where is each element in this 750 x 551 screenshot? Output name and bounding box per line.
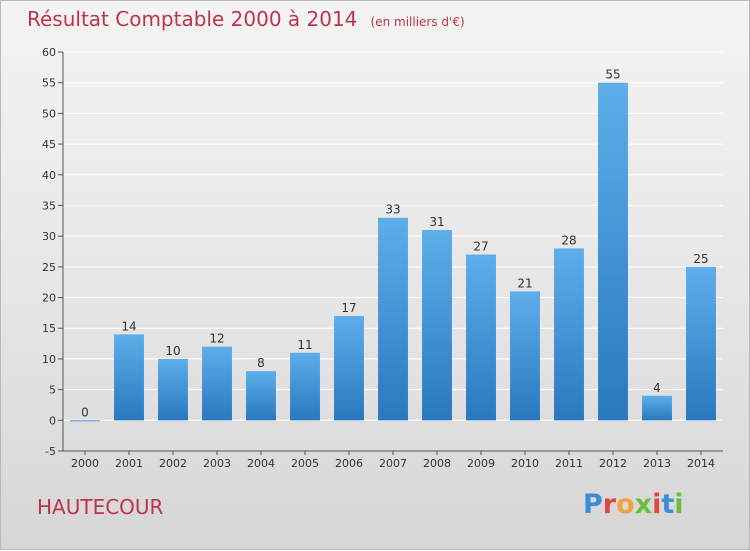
y-tick-label: 35 — [42, 199, 56, 212]
y-tick-label: 55 — [42, 77, 56, 90]
bar-2006 — [334, 315, 364, 421]
bar-2009 — [466, 254, 496, 421]
bar-2007 — [378, 217, 408, 421]
data-label-2006: 17 — [341, 301, 356, 315]
y-tick-label: 50 — [42, 107, 56, 120]
data-label-2014: 25 — [693, 252, 708, 266]
x-tick-label-2013: 2013 — [643, 457, 671, 470]
x-tick-label-2004: 2004 — [247, 457, 275, 470]
data-label-2012: 55 — [605, 68, 620, 82]
bar-2012 — [598, 82, 628, 421]
y-tick-label: 0 — [49, 414, 56, 427]
proxiti-logo: Proxiti — [583, 489, 684, 520]
chart-subtitle: (en milliers d'€) — [370, 15, 465, 29]
data-label-2011: 28 — [561, 233, 576, 247]
bar-2010 — [510, 291, 540, 421]
bar-2008 — [422, 230, 452, 421]
x-tick-label-2012: 2012 — [599, 457, 627, 470]
x-tick-label-2014: 2014 — [687, 457, 715, 470]
data-label-2001: 14 — [121, 319, 136, 333]
x-tick-label-2011: 2011 — [555, 457, 583, 470]
x-tick-label-2000: 2000 — [71, 457, 99, 470]
logo-letter: P — [583, 489, 603, 520]
x-tick-label-2002: 2002 — [159, 457, 187, 470]
logo-letter: x — [634, 489, 653, 520]
data-label-2013: 4 — [653, 381, 661, 395]
x-tick-label-2003: 2003 — [203, 457, 231, 470]
location-name: HAUTECOUR — [37, 495, 164, 519]
x-tick-label-2007: 2007 — [379, 457, 407, 470]
x-tick-label-2001: 2001 — [115, 457, 143, 470]
logo-letter: t — [661, 489, 675, 520]
x-tick-label-2006: 2006 — [335, 457, 363, 470]
data-label-2004: 8 — [257, 356, 265, 370]
x-tick-label-2010: 2010 — [511, 457, 539, 470]
bar-2000 — [70, 420, 100, 422]
data-label-2010: 21 — [517, 276, 532, 290]
data-label-2008: 31 — [429, 215, 444, 229]
x-tick-label-2009: 2009 — [467, 457, 495, 470]
bar-2011 — [554, 248, 584, 421]
data-label-2000: 0 — [81, 405, 89, 419]
y-tick-label: 10 — [42, 353, 56, 366]
logo-letter: i — [674, 489, 684, 520]
data-label-2007: 33 — [385, 203, 400, 217]
bar-2005 — [290, 352, 320, 421]
bar-2004 — [246, 371, 276, 421]
y-tick-label: 60 — [42, 46, 56, 59]
logo-letter: i — [652, 489, 662, 520]
x-tick-label-2008: 2008 — [423, 457, 451, 470]
bar-2003 — [202, 346, 232, 421]
logo-letter: r — [602, 489, 617, 520]
data-label-2009: 27 — [473, 240, 488, 254]
y-tick-label: 20 — [42, 292, 56, 305]
bar-2001 — [114, 334, 144, 421]
data-label-2003: 12 — [209, 332, 224, 346]
data-label-2002: 10 — [165, 344, 180, 358]
logo-letter: o — [616, 489, 635, 520]
y-tick-label: 5 — [49, 384, 56, 397]
bar-2002 — [158, 358, 188, 421]
bar-2013 — [642, 395, 672, 421]
y-tick-label: 40 — [42, 169, 56, 182]
data-label-2005: 11 — [297, 338, 312, 352]
y-tick-label: 45 — [42, 138, 56, 151]
y-tick-label: -5 — [45, 445, 56, 458]
y-tick-label: 15 — [42, 322, 56, 335]
chart-title: Résultat Comptable 2000 à 2014 — [27, 7, 358, 31]
y-tick-label: 30 — [42, 230, 56, 243]
chart-title-block: Résultat Comptable 2000 à 2014 (en milli… — [27, 7, 465, 31]
y-tick-label: 25 — [42, 261, 56, 274]
bar-2014 — [686, 266, 716, 421]
x-tick-label-2005: 2005 — [291, 457, 319, 470]
